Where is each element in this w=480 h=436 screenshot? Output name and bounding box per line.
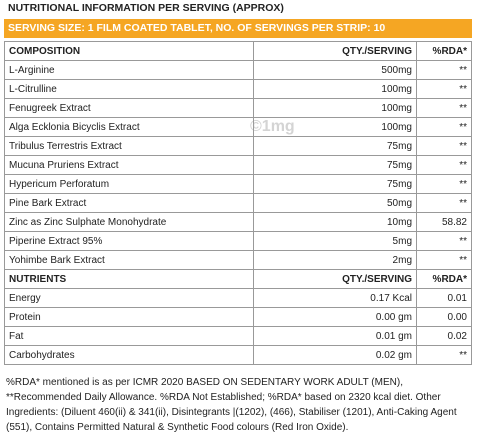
cell: Mucuna Pruriens Extract	[4, 155, 254, 175]
row: L-Citrulline 100mg **	[4, 79, 472, 99]
cell: 0.01	[416, 288, 472, 308]
cell: L-Citrulline	[4, 79, 254, 99]
header-cell: QTY./SERVING	[253, 269, 417, 289]
cell: **	[416, 117, 472, 137]
row: Hypericum Perforatum 75mg **	[4, 174, 472, 194]
cell: Alga Ecklonia Bicyclis Extract	[4, 117, 254, 137]
cell: Fenugreek Extract	[4, 98, 254, 118]
cell: **	[416, 174, 472, 194]
header-row: NUTRIENTS QTY./SERVING %RDA*	[4, 269, 472, 289]
cell: Fat	[4, 326, 254, 346]
cell: **	[416, 193, 472, 213]
cell: 0.00	[416, 307, 472, 327]
cell: 500mg	[253, 60, 417, 80]
row: Carbohydrates 0.02 gm **	[4, 345, 472, 365]
cell: L-Arginine	[4, 60, 254, 80]
cell: 0.02	[416, 326, 472, 346]
row: Zinc as Zinc Sulphate Monohydrate 10mg 58.…	[4, 212, 472, 232]
header-cell: %RDA*	[416, 41, 472, 61]
header-cell: COMPOSITION	[4, 41, 254, 61]
cell: Tribulus Terrestris Extract	[4, 136, 254, 156]
row: Alga Ecklonia Bicyclis Extract 100mg **	[4, 117, 472, 137]
cell: Piperine Extract 95%	[4, 231, 254, 251]
cell: **	[416, 250, 472, 270]
cell: 75mg	[253, 155, 417, 175]
cell: 10mg	[253, 212, 417, 232]
serving-bar: SERVING SIZE: 1 FILM COATED TABLET, NO. …	[4, 19, 472, 38]
footnote: %RDA* mentioned is as per ICMR 2020 BASE…	[6, 377, 457, 433]
cell: Energy	[4, 288, 254, 308]
row: Energy 0.17 Kcal 0.01	[4, 288, 472, 308]
cell: 0.17 Kcal	[253, 288, 417, 308]
row: Fat 0.01 gm 0.02	[4, 326, 472, 346]
header-cell: QTY./SERVING	[253, 41, 417, 61]
row: Protein 0.00 gm 0.00	[4, 307, 472, 327]
cell: **	[416, 60, 472, 80]
cell: 100mg	[253, 79, 417, 99]
header-cell: %RDA*	[416, 269, 472, 289]
cell: **	[416, 98, 472, 118]
cell: 75mg	[253, 136, 417, 156]
cell: Zinc as Zinc Sulphate Monohydrate	[4, 212, 254, 232]
watermark: ©1mg	[250, 118, 295, 135]
cell: **	[416, 79, 472, 99]
row: Tribulus Terrestris Extract 75mg **	[4, 136, 472, 156]
cell: 0.00 gm	[253, 307, 417, 327]
cell: 0.02 gm	[253, 345, 417, 365]
header-row: COMPOSITION QTY./SERVING %RDA*	[4, 41, 472, 61]
row: Mucuna Pruriens Extract 75mg **	[4, 155, 472, 175]
cell: **	[416, 345, 472, 365]
cell: **	[416, 155, 472, 175]
row: Fenugreek Extract 100mg **	[4, 98, 472, 118]
cell: 0.01 gm	[253, 326, 417, 346]
title: NUTRITIONAL INFORMATION PER SERVING (APP…	[8, 2, 284, 14]
cell: 58.82	[416, 212, 472, 232]
cell: 50mg	[253, 193, 417, 213]
cell: Pine Bark Extract	[4, 193, 254, 213]
cell: Hypericum Perforatum	[4, 174, 254, 194]
nutrition-table: COMPOSITION QTY./SERVING %RDA* L-Arginine 50…	[4, 41, 472, 365]
cell: **	[416, 231, 472, 251]
header-cell: NUTRIENTS	[4, 269, 254, 289]
row: Yohimbe Bark Extract 2mg **	[4, 250, 472, 270]
cell: 2mg	[253, 250, 417, 270]
row: L-Arginine 500mg **	[4, 60, 472, 80]
cell: Protein	[4, 307, 254, 327]
cell: **	[416, 136, 472, 156]
cell: Yohimbe Bark Extract	[4, 250, 254, 270]
cell: 100mg	[253, 98, 417, 118]
cell: 5mg	[253, 231, 417, 251]
row: Piperine Extract 95% 5mg **	[4, 231, 472, 251]
cell: 75mg	[253, 174, 417, 194]
row: Pine Bark Extract 50mg **	[4, 193, 472, 213]
cell: Carbohydrates	[4, 345, 254, 365]
